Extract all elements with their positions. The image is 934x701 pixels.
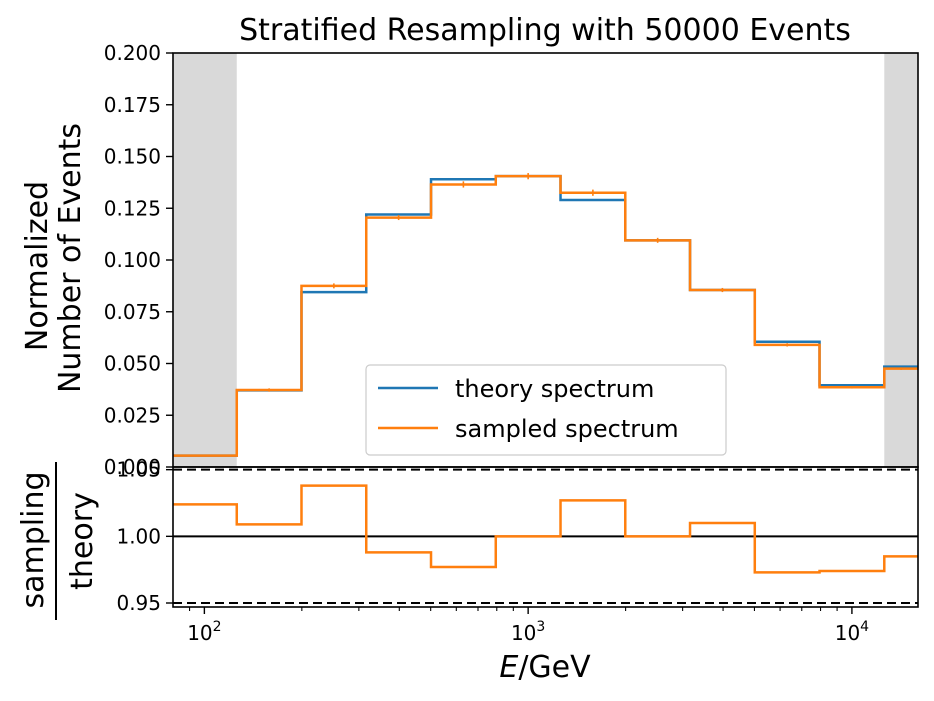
x-tick-label: 104 — [835, 619, 869, 645]
y-tick-label: 0.150 — [104, 145, 161, 169]
x-axis-label-unit: /GeV — [518, 650, 591, 685]
legend-label-sampled: sampled spectrum — [455, 415, 679, 443]
x-axis-label: E/GeV — [499, 650, 591, 685]
legend-label-theory: theory spectrum — [455, 375, 654, 403]
y-ticks-ratio: 0.95 1.00 1.05 — [116, 458, 173, 615]
shaded-regions — [173, 53, 918, 467]
series-lines-main — [173, 173, 918, 457]
y-ticks-main: 0.000 0.025 0.050 0.075 0.100 0.125 0.150 0.175… — [104, 41, 173, 479]
y-tick-label: 0.125 — [104, 196, 161, 220]
y-tick-label: 0.200 — [104, 41, 161, 65]
main-plot: 0.000 0.025 0.050 0.075 0.100 0.125 0.150 0.175… — [104, 41, 919, 479]
ratio-plot-frame — [172, 466, 919, 608]
main-ylabel-line1: Normalized — [20, 181, 55, 351]
legend-box — [365, 364, 727, 456]
ratio-ylabel-denominator: theory — [65, 492, 100, 590]
shaded-region-1 — [884, 53, 918, 467]
x-ticks: 102 103 104 — [187, 607, 869, 645]
main-ylabel-line2: Number of Events — [53, 123, 88, 393]
chart-title: Stratified Resampling with 50000 Events — [239, 13, 851, 48]
series-line-ratio — [173, 484, 918, 574]
shaded-region-0 — [173, 53, 237, 467]
y-tick-label: 0.050 — [104, 352, 161, 376]
y-tick-label-ratio: 1.05 — [116, 458, 161, 482]
ratio-ylabel-numerator: sampling — [16, 471, 51, 608]
y-tick-label: 0.000 — [104, 455, 161, 479]
y-tick-label: 0.075 — [104, 300, 161, 324]
series-line-sampled — [173, 174, 918, 457]
y-tick-label: 0.175 — [104, 93, 161, 117]
x-axis-label-italic: E — [499, 650, 518, 685]
ratio-plot: 0.95 1.00 1.05 102 103 104 — [116, 458, 919, 645]
y-tick-label: 0.100 — [104, 248, 161, 272]
y-tick-label: 0.025 — [104, 403, 161, 427]
y-tick-label-ratio: 1.00 — [116, 524, 161, 548]
y-tick-label-ratio: 0.95 — [116, 591, 161, 615]
legend: theory spectrum sampled spectrum — [365, 364, 727, 456]
x-tick-label: 102 — [187, 619, 221, 645]
x-tick-label: 103 — [511, 619, 545, 645]
series-lines-ratio — [173, 484, 918, 574]
